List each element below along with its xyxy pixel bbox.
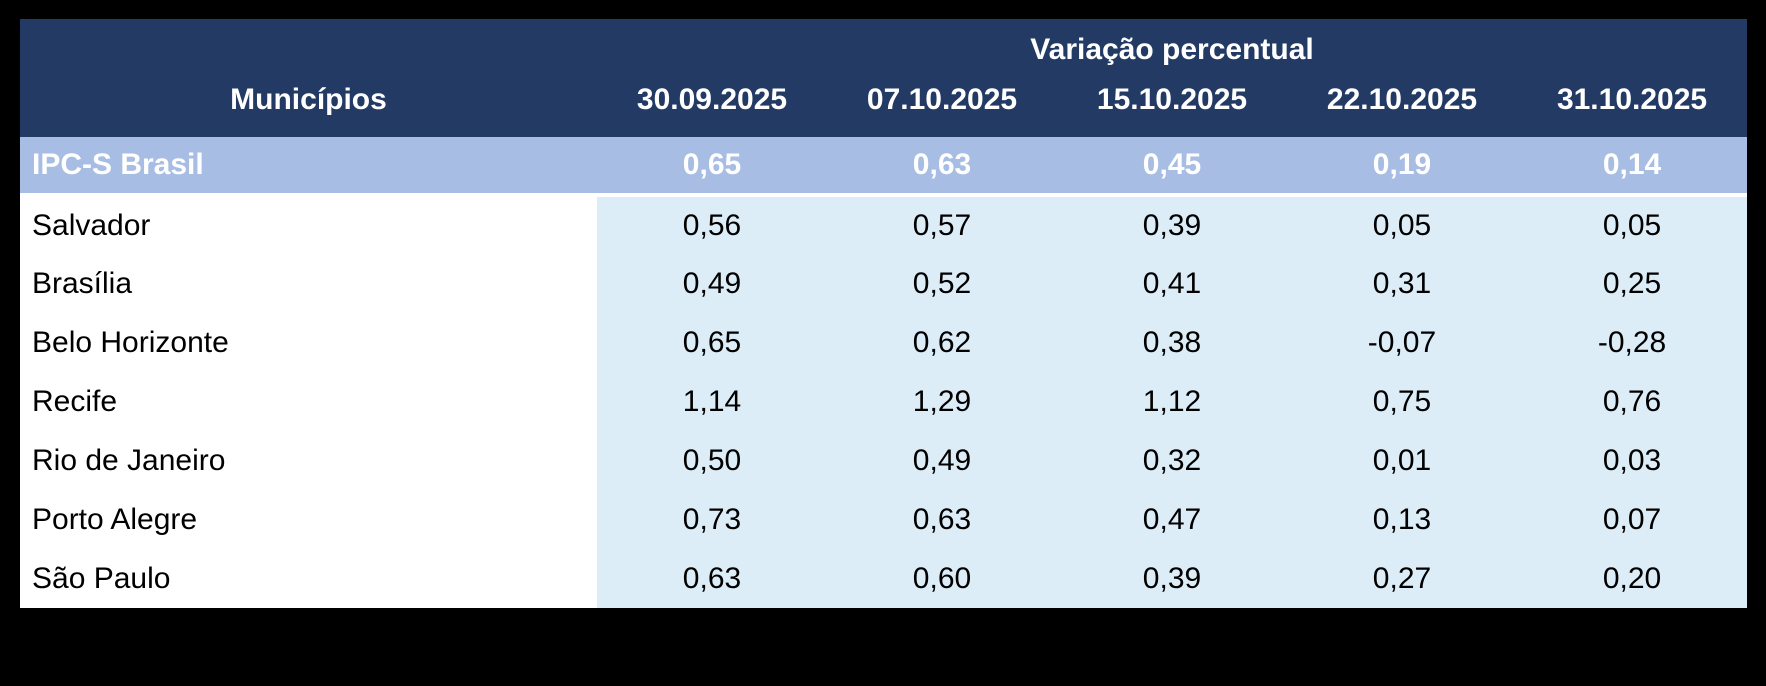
value-cell: 0,41	[1057, 254, 1287, 313]
value-cell: 0,25	[1517, 254, 1748, 313]
value-cell: 0,73	[597, 490, 827, 549]
ipcs-variation-table: Variação percentual Municípios 30.09.202…	[20, 19, 1748, 608]
value-cell: 0,32	[1057, 431, 1287, 490]
value-cell: 0,63	[827, 490, 1057, 549]
value-cell: 0,49	[597, 254, 827, 313]
group-header: Variação percentual	[597, 19, 1748, 70]
table-body: IPC-S Brasil 0,65 0,63 0,45 0,19 0,14 Sa…	[20, 137, 1748, 608]
table-row: Recife 1,14 1,29 1,12 0,75 0,76	[20, 372, 1748, 431]
table-row: Brasília 0,49 0,52 0,41 0,31 0,25	[20, 254, 1748, 313]
value-cell: -0,07	[1287, 313, 1517, 372]
value-cell: 0,57	[827, 195, 1057, 254]
value-cell: 0,56	[597, 195, 827, 254]
value-cell: 0,47	[1057, 490, 1287, 549]
municipality-cell: Recife	[20, 372, 597, 431]
value-cell: 0,49	[827, 431, 1057, 490]
summary-value-cell: 0,65	[597, 137, 827, 197]
date-header: 15.10.2025	[1057, 70, 1287, 137]
value-cell: 0,50	[597, 431, 827, 490]
municipality-cell: Porto Alegre	[20, 490, 597, 549]
date-header: 30.09.2025	[597, 70, 827, 137]
value-cell: 0,13	[1287, 490, 1517, 549]
date-header: 22.10.2025	[1287, 70, 1517, 137]
value-cell: 0,60	[827, 549, 1057, 608]
summary-row: IPC-S Brasil 0,65 0,63 0,45 0,19 0,14	[20, 137, 1748, 197]
value-cell: 0,52	[827, 254, 1057, 313]
summary-label-cell: IPC-S Brasil	[20, 137, 597, 197]
value-cell: 0,05	[1287, 195, 1517, 254]
value-cell: 0,38	[1057, 313, 1287, 372]
value-cell: 0,31	[1287, 254, 1517, 313]
group-header-row: Variação percentual	[20, 19, 1748, 70]
municipality-cell: Salvador	[20, 195, 597, 254]
table-row: Salvador 0,56 0,57 0,39 0,05 0,05	[20, 195, 1748, 254]
value-cell: 0,63	[597, 549, 827, 608]
value-cell: 0,76	[1517, 372, 1748, 431]
date-header: 31.10.2025	[1517, 70, 1748, 137]
table-row: Porto Alegre 0,73 0,63 0,47 0,13 0,07	[20, 490, 1748, 549]
value-cell: 0,27	[1287, 549, 1517, 608]
value-cell: 0,65	[597, 313, 827, 372]
municipios-header: Municípios	[20, 70, 597, 137]
column-header-row: Municípios 30.09.2025 07.10.2025 15.10.2…	[20, 70, 1748, 137]
municipality-cell: Rio de Janeiro	[20, 431, 597, 490]
value-cell: 0,62	[827, 313, 1057, 372]
value-cell: 0,03	[1517, 431, 1748, 490]
value-cell: 0,39	[1057, 549, 1287, 608]
summary-value-cell: 0,63	[827, 137, 1057, 197]
table-row: Rio de Janeiro 0,50 0,49 0,32 0,01 0,03	[20, 431, 1748, 490]
value-cell: 0,05	[1517, 195, 1748, 254]
value-cell: 1,29	[827, 372, 1057, 431]
value-cell: 0,20	[1517, 549, 1748, 608]
municipality-cell: São Paulo	[20, 549, 597, 608]
value-cell: 1,14	[597, 372, 827, 431]
value-cell: 0,39	[1057, 195, 1287, 254]
summary-value-cell: 0,45	[1057, 137, 1287, 197]
value-cell: 1,12	[1057, 372, 1287, 431]
summary-value-cell: 0,19	[1287, 137, 1517, 197]
corner-cell	[20, 19, 597, 70]
municipality-cell: Belo Horizonte	[20, 313, 597, 372]
value-cell: -0,28	[1517, 313, 1748, 372]
municipality-cell: Brasília	[20, 254, 597, 313]
value-cell: 0,01	[1287, 431, 1517, 490]
summary-value-cell: 0,14	[1517, 137, 1748, 197]
value-cell: 0,07	[1517, 490, 1748, 549]
table-row: Belo Horizonte 0,65 0,62 0,38 -0,07 -0,2…	[20, 313, 1748, 372]
table-header: Variação percentual Municípios 30.09.202…	[20, 19, 1748, 137]
date-header: 07.10.2025	[827, 70, 1057, 137]
value-cell: 0,75	[1287, 372, 1517, 431]
table-row: São Paulo 0,63 0,60 0,39 0,27 0,20	[20, 549, 1748, 608]
